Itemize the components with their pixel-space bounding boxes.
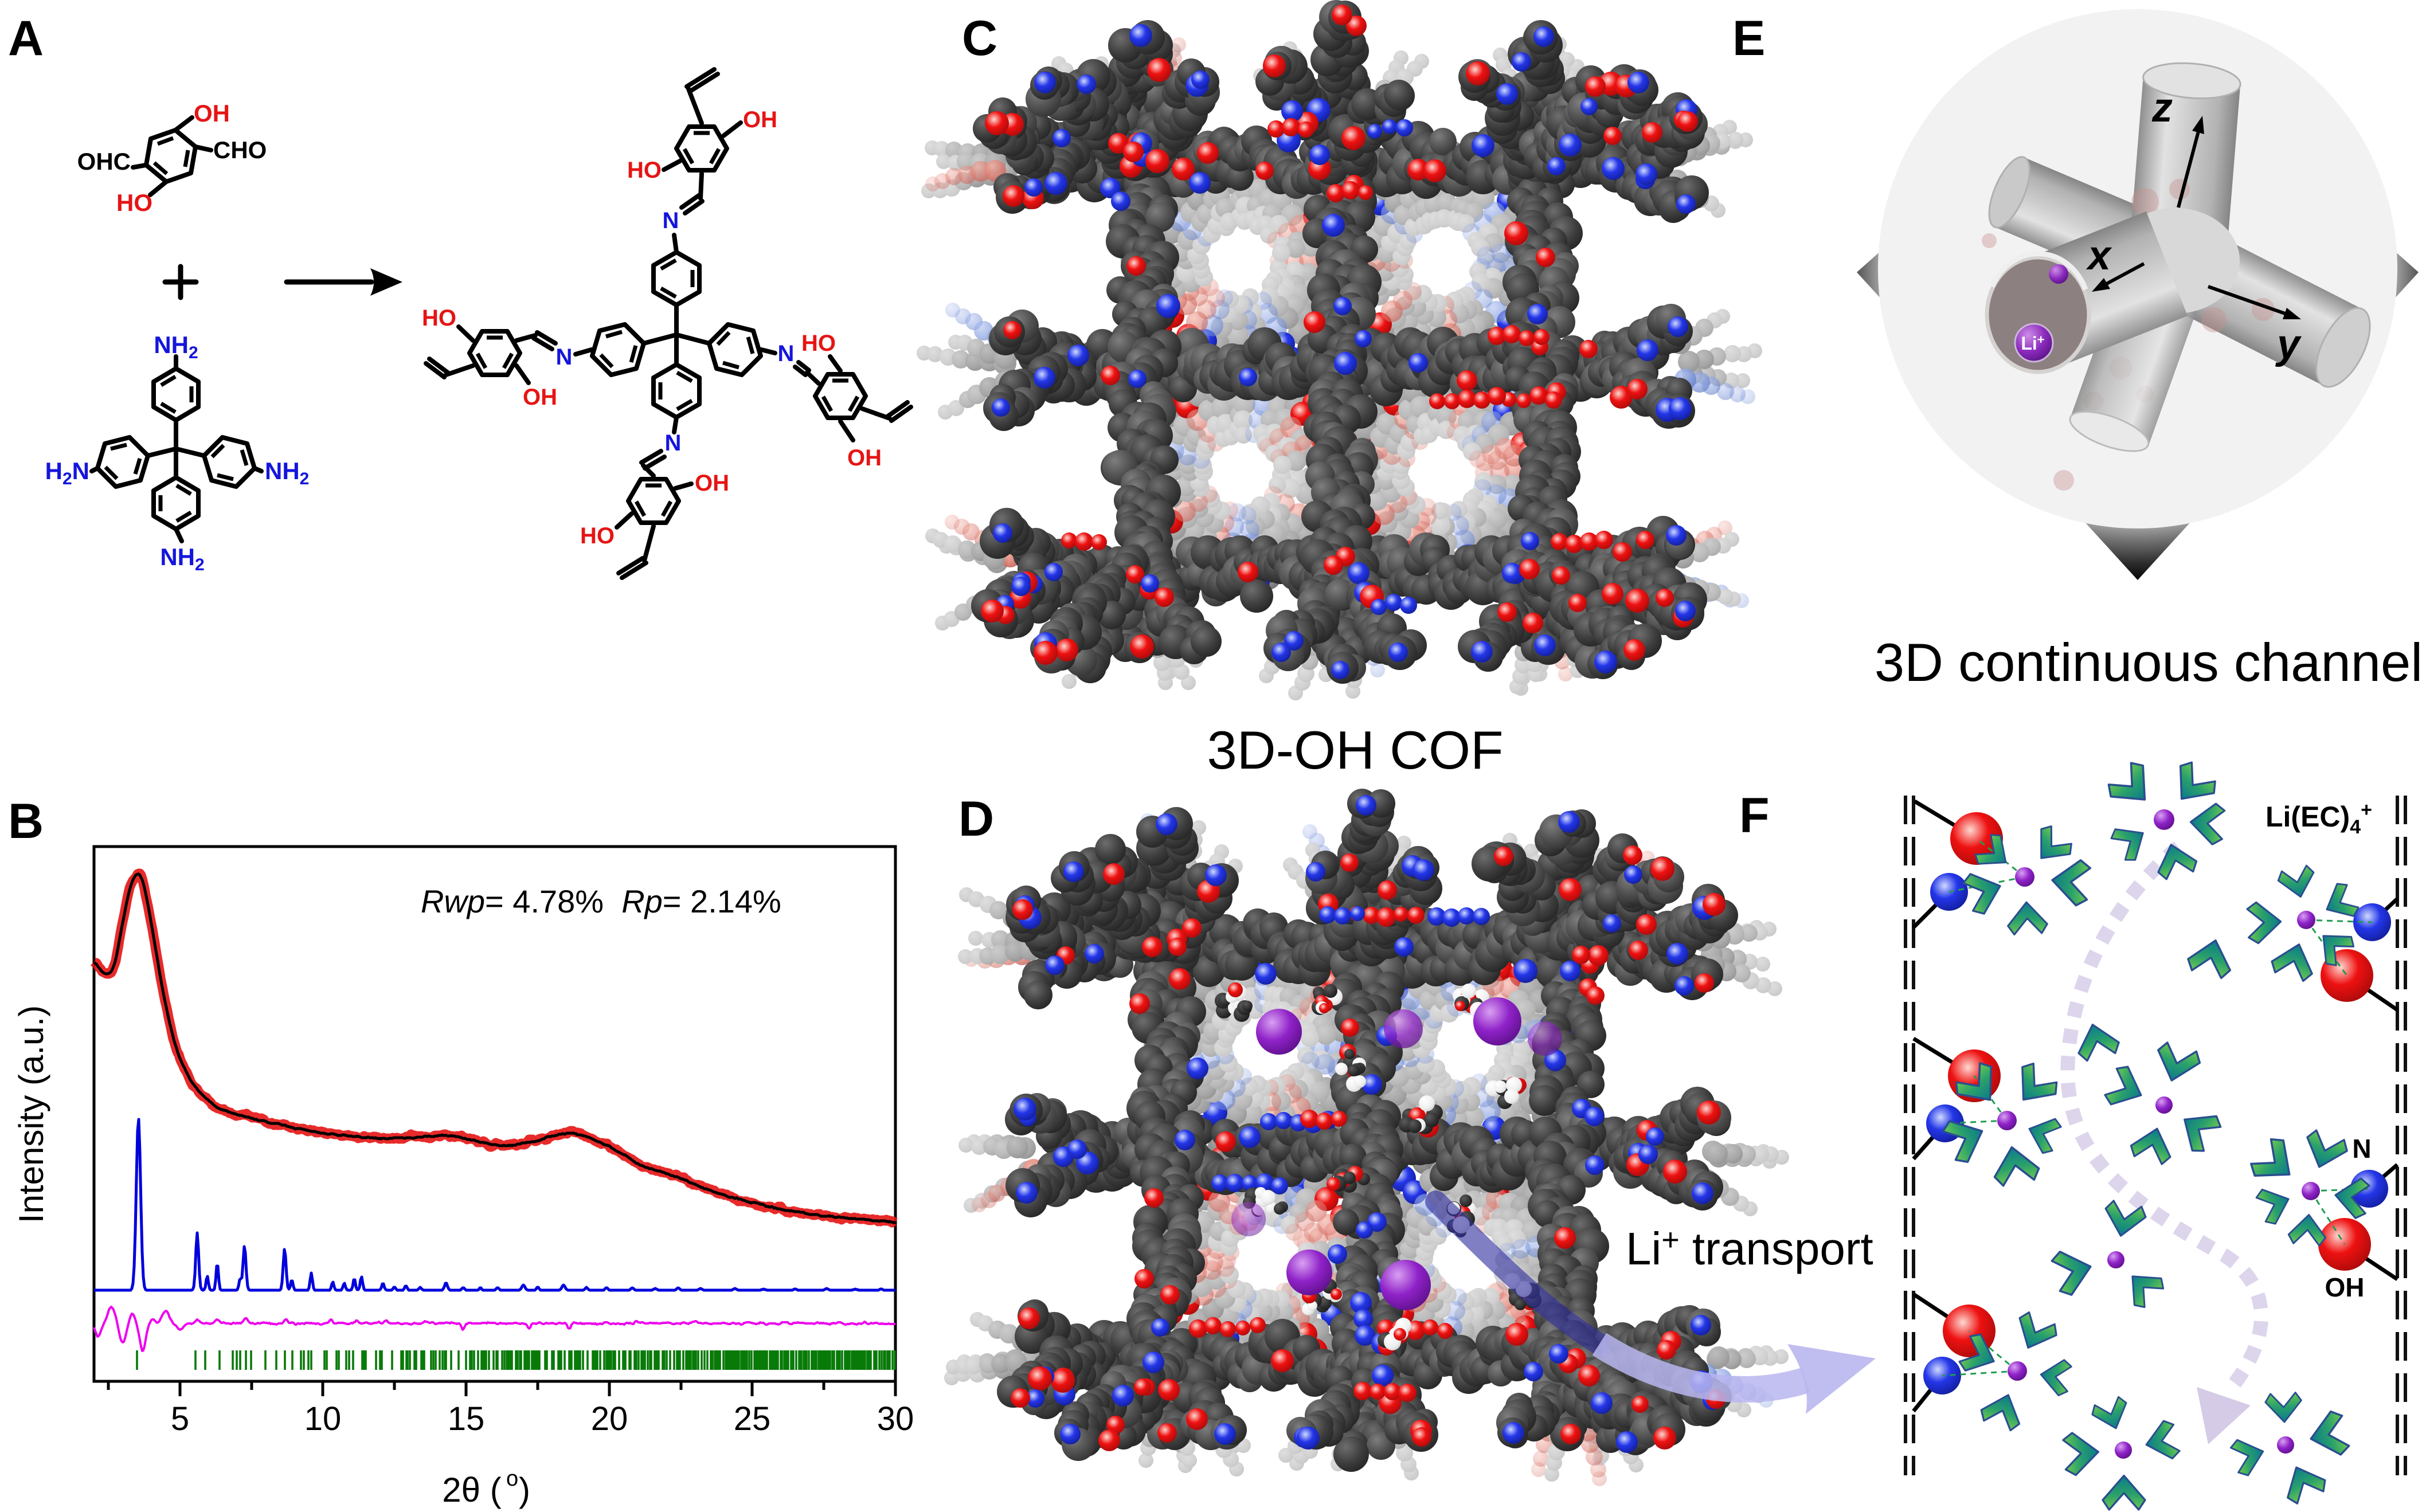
svg-text:N: N (556, 344, 573, 370)
svg-text:N: N (778, 341, 795, 366)
svg-text:Rwp= 4.78% Rp= 2.14%: Rwp= 4.78% Rp= 2.14% (421, 883, 781, 919)
svg-text:OH: OH (695, 471, 729, 496)
svg-text:o: o (506, 1467, 518, 1491)
svg-text:HO: HO (627, 158, 662, 183)
svg-text:OH: OH (523, 385, 557, 410)
svg-text:A: A (8, 11, 44, 66)
svg-text:F: F (1739, 788, 1770, 843)
svg-text:HO: HO (116, 189, 152, 216)
svg-text:): ) (519, 1471, 530, 1509)
svg-text:OH: OH (194, 100, 230, 127)
svg-text:15: 15 (448, 1400, 485, 1437)
svg-text:OHC: OHC (77, 148, 131, 175)
svg-text:3D-OH COF: 3D-OH COF (1207, 720, 1504, 780)
svg-text:HO: HO (422, 305, 456, 331)
svg-text:Intensity (a.u.): Intensity (a.u.) (12, 1005, 50, 1223)
svg-text:CHO: CHO (213, 136, 267, 163)
svg-text:2θ (: 2θ ( (442, 1471, 501, 1509)
svg-text:C: C (962, 11, 997, 66)
svg-text:25: 25 (734, 1400, 771, 1437)
svg-text:D: D (958, 792, 994, 847)
svg-text:20: 20 (591, 1400, 628, 1437)
svg-text:10: 10 (304, 1400, 342, 1437)
svg-text:5: 5 (171, 1400, 189, 1437)
svg-text:OH: OH (847, 445, 882, 471)
svg-text:30: 30 (877, 1400, 914, 1437)
svg-text:HO: HO (801, 331, 836, 356)
svg-text:B: B (8, 794, 44, 849)
svg-text:N: N (663, 208, 679, 233)
svg-text:HO: HO (580, 523, 615, 549)
svg-text:N: N (665, 430, 682, 456)
svg-text:OH: OH (743, 107, 777, 132)
svg-text:E: E (1732, 11, 1765, 66)
